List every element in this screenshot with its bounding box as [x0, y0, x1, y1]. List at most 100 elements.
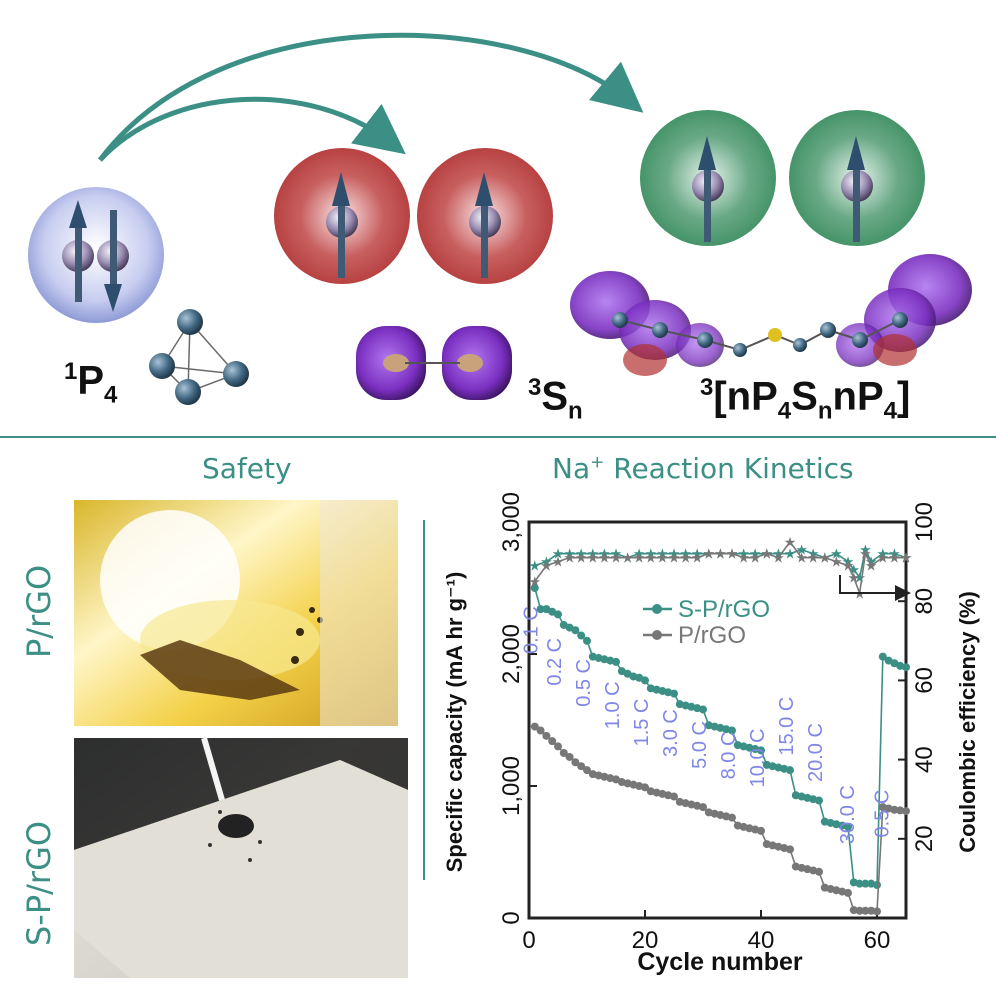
singlet-spin-sphere: [28, 187, 164, 323]
capacity-point: [873, 881, 881, 889]
rate-label: 3.0 C: [660, 709, 682, 757]
rate-label: 0.5 C: [872, 790, 894, 838]
arrow-to-triplet-pair: [98, 96, 406, 162]
ce-point: ★: [563, 550, 576, 566]
capacity-point: [896, 806, 905, 815]
capacity-point: [536, 605, 545, 614]
y-right-tick-label: 40: [911, 746, 938, 773]
ce-point: ★: [540, 554, 553, 570]
plot-frame: [527, 520, 908, 920]
capacity-point: [855, 906, 864, 915]
ce-point: ★: [865, 558, 878, 574]
ce-point: ★: [772, 550, 785, 566]
capacity-point: [699, 803, 707, 812]
safety-title: Safety: [202, 452, 292, 485]
rate-label: 0.1 C: [521, 606, 543, 654]
ce-point: ★: [859, 546, 872, 562]
ce-point: ★: [900, 550, 913, 566]
series-line: [534, 540, 906, 594]
capacity-point: [554, 610, 562, 619]
photo-label-s-p-rgo: S-P/rGO: [20, 820, 58, 946]
s-orbital-lobes: [356, 326, 512, 400]
x-axis-label: Cycle number: [637, 948, 803, 976]
x-tick-label: 0: [522, 927, 535, 954]
rate-label: 20.0 C: [805, 723, 827, 782]
ce-point: ★: [598, 550, 611, 566]
capacity-point: [571, 626, 580, 635]
ce-point: ★: [737, 550, 750, 566]
capacity-point: [890, 805, 899, 814]
y-tick-label: 1,000: [498, 756, 525, 816]
capacity-point: [844, 822, 852, 831]
x-tick-label: 60: [864, 927, 891, 954]
ce-point: ★: [761, 546, 774, 562]
ce-point: ★: [749, 550, 762, 566]
capacity-point: [844, 888, 852, 897]
photo-p-rgo-burning: [74, 500, 398, 726]
photo-label-p-rgo: P/rGO: [20, 564, 58, 658]
rate-label: 0.2 C: [544, 638, 566, 686]
capacity-point: [670, 689, 678, 698]
capacity-point: [641, 676, 649, 685]
y-right-tick-label: 100: [911, 502, 938, 542]
p4-tetrahedron: [149, 309, 249, 405]
capacity-point: [670, 792, 678, 801]
ce-point: ★: [552, 554, 565, 570]
capacity-point: [530, 722, 539, 731]
ce-point: ★: [691, 550, 704, 566]
x-tick-label: 40: [748, 927, 775, 954]
ce-point: ★: [848, 562, 861, 578]
capacity-point: [757, 826, 765, 835]
rate-label: 0.5 C: [573, 659, 595, 707]
ce-point: ★: [784, 546, 797, 562]
ce-point: ★: [842, 554, 855, 570]
capacity-point: [861, 879, 870, 888]
capacity-point: [530, 584, 539, 592]
capacity-point: [542, 731, 551, 740]
capacity-point: [565, 752, 574, 761]
capacity-point: [577, 631, 586, 640]
triplet-spin-spheres-green: [640, 110, 925, 246]
ce-point: ★: [703, 546, 716, 562]
ce-point: ★: [645, 550, 658, 566]
rate-label: 1.0 C: [602, 681, 624, 729]
ce-point: ★: [633, 550, 646, 566]
capacity-point: [849, 906, 858, 915]
capacity-point: [571, 758, 580, 767]
ce-point: ★: [587, 550, 600, 566]
y-tick-label: 2,000: [498, 624, 525, 684]
rate-label: 30.0 C: [837, 785, 859, 844]
y-right-tick-label: 80: [911, 588, 938, 615]
capacity-point: [815, 867, 823, 876]
ce-point: ★: [807, 550, 820, 566]
species-label-p4: 1P4: [64, 358, 118, 409]
capacity-point: [855, 879, 864, 888]
ce-point: ★: [830, 546, 843, 562]
ce-point: ★: [888, 550, 901, 566]
photo-s-p-rgo-safe: [74, 737, 408, 978]
capacity-point: [786, 766, 794, 775]
ce-point: ★: [714, 546, 727, 562]
capacity-point: [554, 742, 562, 751]
ce-point: ★: [529, 573, 542, 589]
ce-point: ★: [830, 554, 843, 570]
ce-point: ★: [679, 550, 692, 566]
legend: S-P/rGO P/rGO: [643, 596, 770, 649]
ce-axis-indicator: [839, 575, 911, 601]
capacity-point: [757, 746, 765, 755]
capacity-point: [902, 663, 910, 672]
ce-point: ★: [610, 550, 623, 566]
rate-label: 1.5 C: [631, 699, 653, 747]
capacity-point: [548, 737, 557, 746]
ce-point: ★: [848, 569, 861, 585]
ce-point: ★: [842, 558, 855, 574]
capacity-point: [873, 907, 881, 916]
ce-point: ★: [877, 550, 890, 566]
capacity-point: [536, 726, 545, 735]
y-tick-label: 0: [498, 911, 525, 924]
y-tick-label: 3,000: [498, 492, 525, 552]
x-tick-label: 20: [632, 927, 659, 954]
capacity-point: [815, 796, 823, 805]
capacity-point: [641, 783, 649, 792]
